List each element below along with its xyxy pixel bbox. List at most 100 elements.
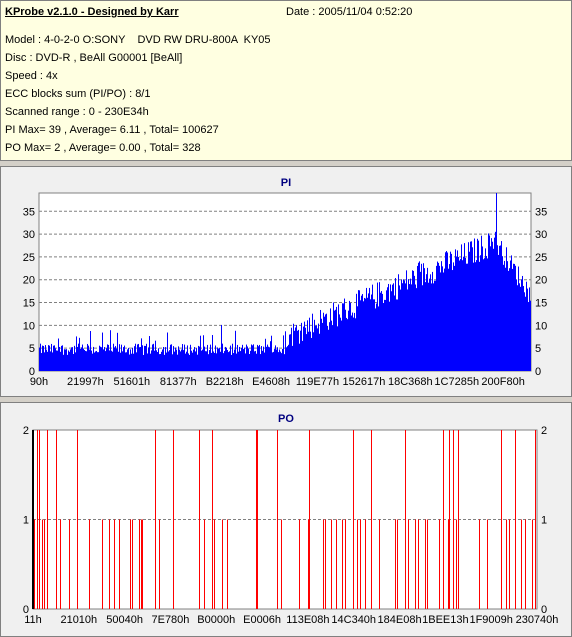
x-tick-label: 1F9009h [469,614,512,626]
pi-bar [494,237,495,371]
pi-bar [81,347,82,371]
po-bar [173,430,174,609]
pi-bar [450,251,451,371]
y-tick-label-right: 2 [541,425,547,437]
pi-bar [162,349,163,371]
pi-bar [146,343,147,371]
y-tick-label: 0 [23,604,29,616]
pi-bar [172,354,173,371]
pi-bar [337,326,338,371]
pi-bar [147,353,148,371]
pi-bar [350,302,351,371]
pi-bar [522,275,523,371]
pi-bar [153,343,154,371]
po-bar [139,519,140,609]
pi-bar [195,351,196,371]
pi-bar [89,349,90,371]
pi-bar [483,259,484,371]
pi-bar [499,245,500,371]
pi-bar [265,338,266,371]
po-bar [42,519,43,609]
pi-bar [262,350,263,371]
pi-bar [40,343,41,371]
pi-bar [456,256,457,371]
y-tick-label: 2 [23,425,29,437]
pi-bar [446,251,447,371]
po-bar [60,519,61,609]
pi-bar [482,246,483,371]
po-bar [360,519,361,609]
pi-bar [503,264,504,371]
pi-bar [71,347,72,371]
pi-bar [42,345,43,371]
pi-bar [79,337,80,371]
pi-bar [234,349,235,371]
po-stats: PO Max= 2 , Average= 0.00 , Total= 328 [5,142,201,154]
pi-bar [348,310,349,371]
po-bar [427,519,428,609]
pi-bar [309,317,310,371]
po-bar [453,430,454,609]
pi-bar [421,263,422,371]
pi-bar [496,193,497,371]
pi-bar [255,350,256,371]
pi-bar [515,265,516,371]
pi-bar [305,327,306,371]
pi-bar [132,347,133,371]
pi-bar [296,325,297,371]
pi-bar [354,312,355,371]
pi-bar [72,347,73,371]
po-bar [379,519,380,609]
po-bar [448,519,449,609]
pi-bar [142,345,143,371]
pi-bar [242,344,243,371]
pi-bar [216,353,217,371]
pi-bar [258,346,259,371]
pi-bar [272,352,273,371]
pi-bar [526,281,527,371]
pi-bar [366,287,367,371]
pi-bar [277,347,278,371]
pi-bar [44,352,45,371]
pi-bar [276,349,277,371]
po-bar [56,430,57,609]
pi-bar [486,255,487,371]
pi-bar [387,287,388,371]
po-bar [212,430,213,609]
pi-bar [96,350,97,371]
po-bar [342,519,343,609]
pi-bar [510,260,511,371]
pi-bar [491,238,492,371]
pi-bar [176,349,177,371]
po-bar [509,519,510,609]
pi-bar [370,299,371,371]
pi-bar [224,351,225,371]
pi-bar [326,313,327,371]
pi-bar [463,256,464,371]
po-bar [336,519,337,609]
pi-bar [99,345,100,371]
pi-bar [347,319,348,371]
x-tick-label: 50040h [106,614,143,626]
pi-bar [274,349,275,371]
pi-bar [180,351,181,371]
pi-bar [472,247,473,371]
pi-bar [417,265,418,371]
pi-bar [299,343,300,371]
pi-bar [520,286,521,371]
pi-bar [148,347,149,371]
po-bar [371,430,372,609]
pi-bar [111,350,112,371]
pi-bar [43,345,44,371]
y-tick-label-right: 0 [541,604,547,616]
pi-bar [334,310,335,371]
x-tick-label: 1BEE13h [422,614,468,626]
po-bar [331,519,332,609]
pi-bar [525,296,526,371]
pi-bar [416,288,417,371]
pi-bar [466,263,467,371]
pi-bar [248,348,249,371]
pi-bar [192,352,193,371]
pi-bar [434,280,435,371]
pi-bar [367,297,368,371]
